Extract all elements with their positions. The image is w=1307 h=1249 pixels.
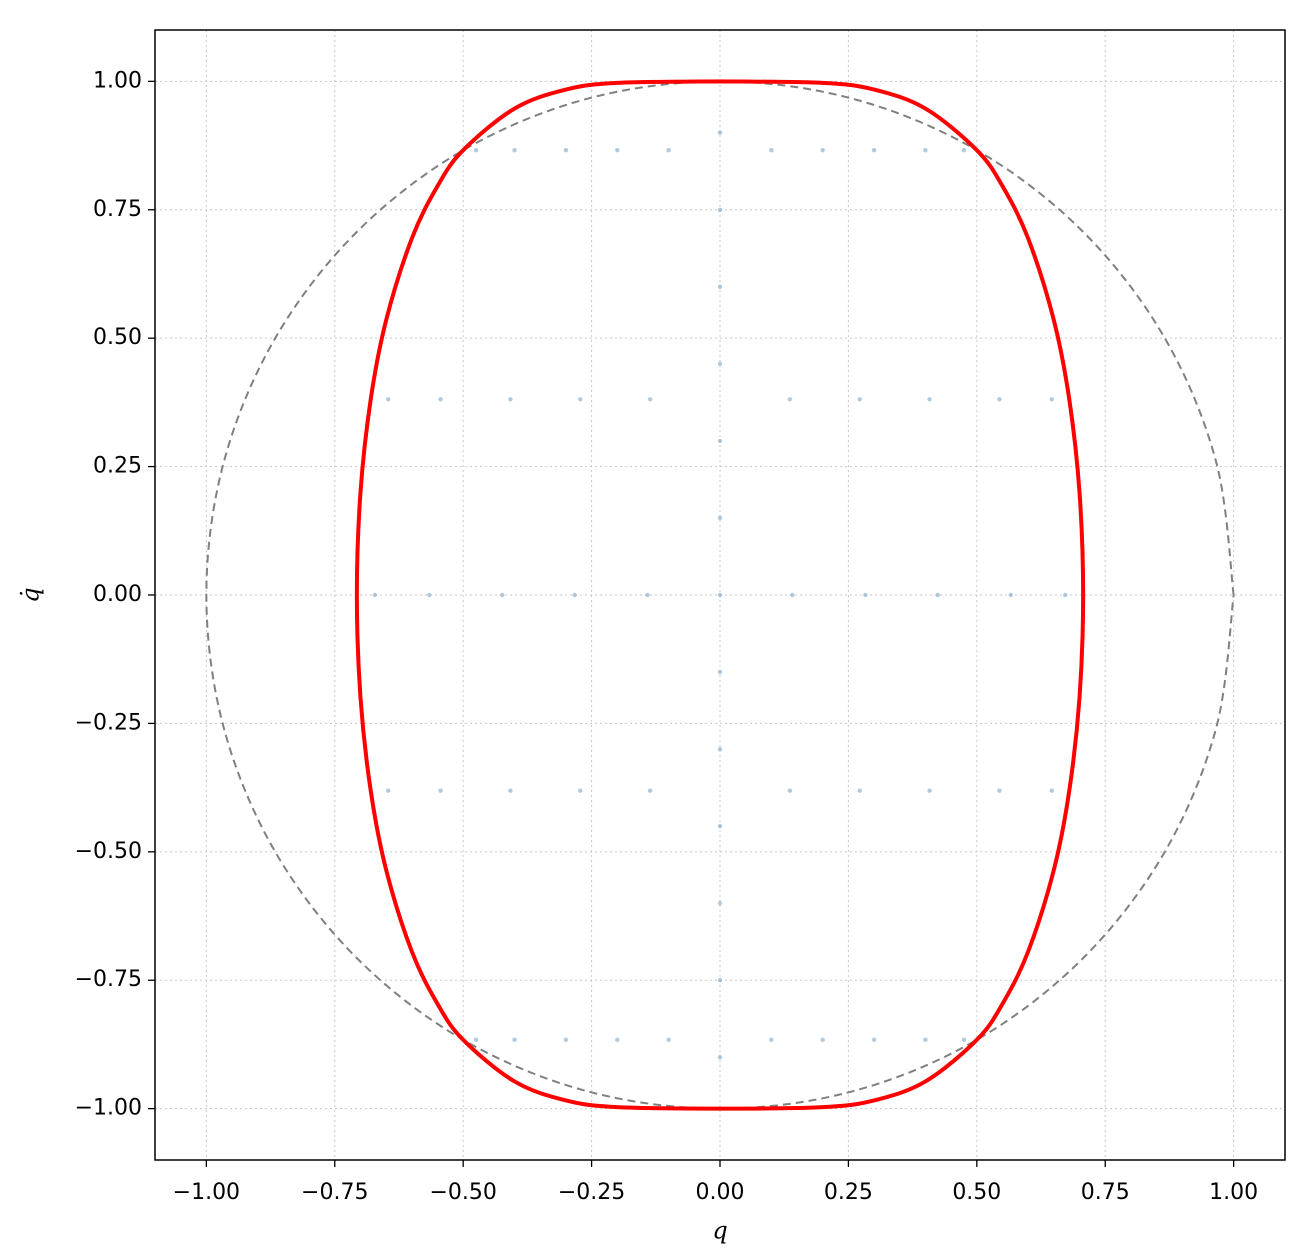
scatter-point [790, 592, 795, 598]
scatter-point [923, 147, 928, 153]
scatter-point [997, 788, 1002, 793]
x-tick-label: 0.25 [824, 1180, 873, 1205]
scatter-point [997, 397, 1002, 402]
scatter-point [647, 397, 653, 402]
scatter-point [615, 147, 620, 153]
scatter-point [717, 669, 723, 675]
scatter-point [717, 438, 723, 444]
scatter-point [871, 1037, 877, 1043]
scatter-point [512, 1037, 517, 1043]
x-tick-label: −0.25 [558, 1180, 625, 1205]
scatter-point [717, 900, 723, 906]
scatter-point [927, 397, 932, 402]
scatter-point [717, 823, 723, 829]
scatter-point [508, 788, 513, 793]
scatter-point [769, 1037, 774, 1043]
scatter-point [1049, 788, 1055, 793]
scatter-point [1062, 592, 1068, 598]
scatter-point [717, 515, 723, 521]
scatter-point [863, 592, 868, 598]
y-axis-label: q̇ [17, 587, 45, 602]
y-tick-label: 0.50 [93, 325, 142, 350]
scatter-point [871, 147, 877, 153]
scatter-point [717, 746, 723, 752]
scatter-point [717, 978, 723, 983]
x-tick-label: 0.75 [1081, 1180, 1130, 1205]
x-tick-label: 1.00 [1209, 1180, 1258, 1205]
scatter-point [717, 130, 723, 135]
x-tick-label: −0.50 [429, 1180, 496, 1205]
y-tick-label: −1.00 [75, 1096, 142, 1121]
scatter-point [372, 592, 378, 598]
y-tick-label: −0.75 [75, 967, 142, 992]
y-tick-label: 0.25 [93, 454, 142, 479]
scatter-point [615, 1037, 620, 1043]
scatter-point [666, 147, 671, 153]
x-tick-label: 0.50 [952, 1180, 1001, 1205]
curve [354, 79, 1086, 1111]
scatter-point [645, 592, 650, 598]
scatter-point [666, 1037, 671, 1043]
scatter-point [427, 592, 432, 598]
scatter-point [438, 788, 443, 793]
scatter-point [927, 788, 932, 793]
plot-frame [154, 29, 1286, 1161]
scatter-point [508, 397, 513, 402]
scatter-point [961, 1037, 967, 1043]
scatter-point [717, 284, 723, 290]
x-tick-label: 0.00 [696, 1180, 745, 1205]
scatter-point [820, 147, 825, 153]
scatter-point [438, 397, 443, 402]
scatter-point [572, 592, 577, 598]
scatter-point [1008, 592, 1013, 598]
scatter-point [717, 1055, 723, 1060]
scatter-point [961, 147, 967, 153]
scatter-point [578, 397, 583, 402]
scatter-point [647, 788, 653, 793]
scatter-point [473, 147, 479, 153]
y-tick-label: 0.75 [93, 197, 142, 222]
scatter-point [473, 1037, 479, 1043]
y-tick-label: 1.00 [93, 68, 142, 93]
scatter-point [717, 207, 723, 212]
scatter-point [717, 592, 723, 598]
x-tick-label: −1.00 [173, 1180, 240, 1205]
scatter-point [769, 147, 774, 153]
x-tick-label: −0.75 [301, 1180, 368, 1205]
scatter-point [787, 788, 793, 793]
scatter-point [1049, 397, 1055, 402]
scatter-point [385, 788, 391, 793]
y-tick-label: 0.00 [93, 582, 142, 607]
scatter-point [563, 147, 569, 153]
scatter-point [857, 788, 862, 793]
y-tick-label: −0.25 [75, 710, 142, 735]
scatter-point [717, 361, 723, 367]
scatter-point [857, 397, 862, 402]
scatter-point [935, 592, 940, 598]
scatter-point [563, 1037, 569, 1043]
scatter-point [787, 397, 793, 402]
y-tick-label: −0.50 [75, 839, 142, 864]
scatter-point [820, 1037, 825, 1043]
scatter-point [578, 788, 583, 793]
x-axis-label: q [712, 1217, 727, 1245]
scatter-point [512, 147, 517, 153]
scatter-point [923, 1037, 928, 1043]
scatter-point [500, 592, 505, 598]
scatter-point [385, 397, 391, 402]
